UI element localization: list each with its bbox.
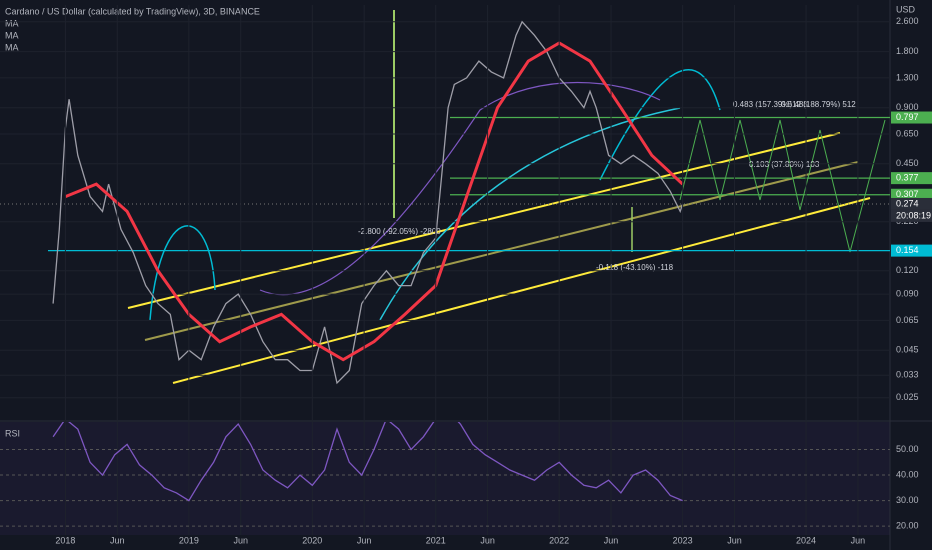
y-tick-label: 1.800 [896,46,919,56]
y-tick-label: 1.300 [896,72,919,82]
series-line [64,41,684,362]
x-tick-label: Jun [357,535,372,545]
pane [0,422,890,527]
y-tick-label: 2.600 [896,16,919,26]
price-label: 0.307 [896,189,919,199]
annotation: 0.483 (157.39%) 483 [733,100,808,109]
indicator-label: MA [5,30,19,40]
y-tick-label: 0.033 [896,370,919,380]
x-tick-label: 2022 [549,535,569,545]
y-tick-label: 0.065 [896,315,919,325]
series-line [52,20,684,385]
countdown: 20:08:19 [896,210,931,220]
rsi-title: RSI [5,428,20,438]
annotation: -0.118 (-43.10%) -118 [596,263,674,272]
y-tick-label: 0.900 [896,102,919,112]
indicator-label: MA [5,42,19,52]
x-tick-label: 2018 [55,535,75,545]
indicator-label: MA [5,18,19,28]
y-tick-label: 0.450 [896,158,919,168]
rsi-pane [0,422,890,535]
price-label-box [891,172,932,185]
price-label-box [891,188,932,201]
price-label: 0.377 [896,173,919,183]
x-tick-label: Jun [851,535,866,545]
x-tick-label: Jun [480,535,495,545]
currency-label: USD [896,4,916,14]
countdown-box [891,209,932,222]
series-line [52,422,683,502]
x-tick-label: 2020 [302,535,322,545]
x-tick-label: Jun [110,535,125,545]
x-tick-label: Jun [727,535,742,545]
x-tick-label: 2019 [179,535,199,545]
price-label: 0.154 [896,245,919,255]
annotation: -2.800 (-92.05%) -2800 [358,227,441,236]
price-label-box [891,111,932,124]
chart-title: Cardano / US Dollar (calculated by Tradi… [5,6,260,16]
price-label-box [891,244,932,257]
y-tick-label: 0.045 [896,345,919,355]
annotation: 0.103 (37.80%) 103 [749,160,820,169]
price-label: 0.274 [896,198,919,208]
x-tick-label: Jun [233,535,248,545]
y-tick-label: 20.00 [896,520,919,530]
x-tick-label: 2024 [796,535,816,545]
y-tick-label: 0.120 [896,265,919,275]
y-tick-label: 0.090 [896,288,919,298]
x-tick-label: Jun [604,535,619,545]
y-tick-label: 0.650 [896,128,919,138]
y-tick-label: 50.00 [896,444,919,454]
price-label-box [891,197,932,210]
annotation: 0.512 (188.79%) 512 [781,100,856,109]
pane [0,20,890,399]
x-tick-label: 2021 [426,535,446,545]
y-tick-label: 40.00 [896,469,919,479]
y-tick-label: 30.00 [896,495,919,505]
price-label: 0.797 [896,112,919,122]
y-tick-label: 0.025 [896,392,919,402]
x-tick-label: 2023 [673,535,693,545]
